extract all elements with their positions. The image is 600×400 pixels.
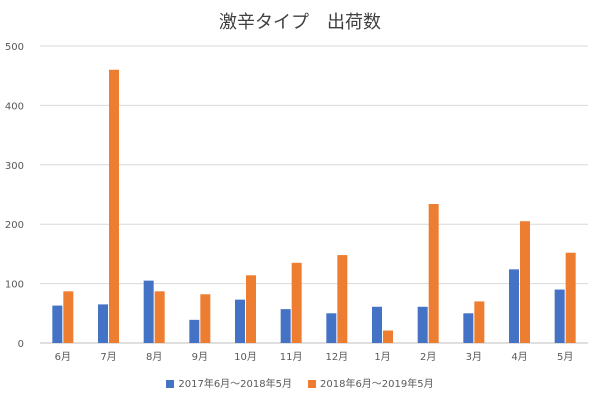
bars bbox=[52, 69, 576, 343]
bar-series2 bbox=[291, 262, 302, 343]
x-tick-label: 1月 bbox=[374, 351, 390, 363]
y-tick-label: 300 bbox=[5, 161, 24, 172]
x-tick-label: 6月 bbox=[55, 351, 71, 363]
x-tick-label: 7月 bbox=[100, 351, 116, 363]
y-tick-label: 200 bbox=[5, 220, 24, 231]
legend-item: 2017年6月～2018年5月 bbox=[166, 375, 292, 390]
bar-series1 bbox=[143, 280, 154, 343]
bar-series1 bbox=[52, 305, 63, 343]
x-tick-label: 8月 bbox=[146, 351, 162, 363]
bar-series1 bbox=[463, 313, 474, 343]
bar-series2 bbox=[520, 221, 530, 343]
x-tick-label: 2月 bbox=[420, 351, 436, 363]
bar-series1 bbox=[235, 299, 245, 343]
bar-series2 bbox=[154, 291, 165, 343]
bar-series1 bbox=[554, 289, 565, 343]
x-tick-label: 9月 bbox=[192, 351, 208, 363]
bar-series2 bbox=[565, 252, 576, 343]
x-tick-label: 4月 bbox=[511, 351, 527, 363]
gridlines bbox=[40, 45, 588, 344]
bar-series2 bbox=[428, 204, 439, 343]
x-tick-label: 10月 bbox=[234, 351, 257, 363]
x-axis: 6月 7月 8月 9月 10月 11月 12月 1月 2月 3月 4月 5月 bbox=[55, 351, 574, 363]
bar-series1 bbox=[417, 306, 428, 343]
bar-series2 bbox=[383, 330, 393, 343]
y-tick-label: 100 bbox=[5, 280, 24, 291]
bar-series1 bbox=[509, 269, 519, 343]
bar-series2 bbox=[474, 301, 485, 343]
bar-chart: 0 100 200 300 400 500 6月 7月 8月 9月 10月 11月 12月 1月 2月 3月… bbox=[5, 42, 588, 363]
y-tick-label: 0 bbox=[18, 339, 24, 350]
legend-swatch bbox=[308, 380, 316, 388]
bar-series2 bbox=[246, 275, 256, 343]
y-tick-label: 500 bbox=[5, 42, 24, 53]
bar-series2 bbox=[109, 69, 119, 343]
bar-series1 bbox=[189, 319, 200, 343]
legend-label: 2018年6月～2019年5月 bbox=[320, 379, 434, 390]
y-axis: 0 100 200 300 400 500 bbox=[5, 42, 24, 350]
chart-title: 激辛タイプ 出荷数 bbox=[219, 12, 381, 33]
x-tick-label: 5月 bbox=[557, 351, 573, 363]
bar-series1 bbox=[372, 306, 382, 343]
bar-series2 bbox=[200, 294, 211, 343]
bar-series2 bbox=[337, 255, 348, 343]
x-tick-label: 3月 bbox=[466, 351, 482, 363]
x-tick-label: 11月 bbox=[280, 351, 303, 363]
legend: 2017年6月～2018年5月 2018年6月～2019年5月 bbox=[0, 375, 600, 390]
y-tick-label: 400 bbox=[5, 101, 24, 112]
bar-series1 bbox=[326, 313, 337, 343]
bar-series1 bbox=[98, 304, 108, 343]
x-tick-label: 12月 bbox=[325, 351, 348, 363]
legend-swatch bbox=[166, 380, 175, 388]
bar-series2 bbox=[63, 291, 74, 343]
legend-item: 2018年6月～2019年5月 bbox=[308, 375, 434, 390]
legend-label: 2017年6月～2018年5月 bbox=[178, 379, 292, 390]
bar-series1 bbox=[280, 309, 291, 343]
